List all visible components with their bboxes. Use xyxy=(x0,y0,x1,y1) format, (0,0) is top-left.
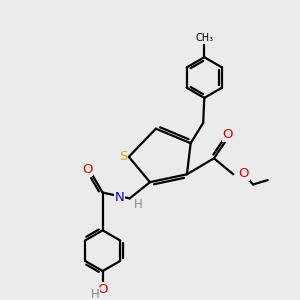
Text: O: O xyxy=(223,128,233,141)
Text: N: N xyxy=(115,191,124,204)
Text: CH₃: CH₃ xyxy=(195,33,213,43)
Text: H: H xyxy=(134,198,143,211)
Text: O: O xyxy=(82,163,93,176)
Text: H: H xyxy=(90,288,99,300)
Text: S: S xyxy=(119,150,127,164)
Text: O: O xyxy=(98,283,108,296)
Text: O: O xyxy=(238,167,249,180)
